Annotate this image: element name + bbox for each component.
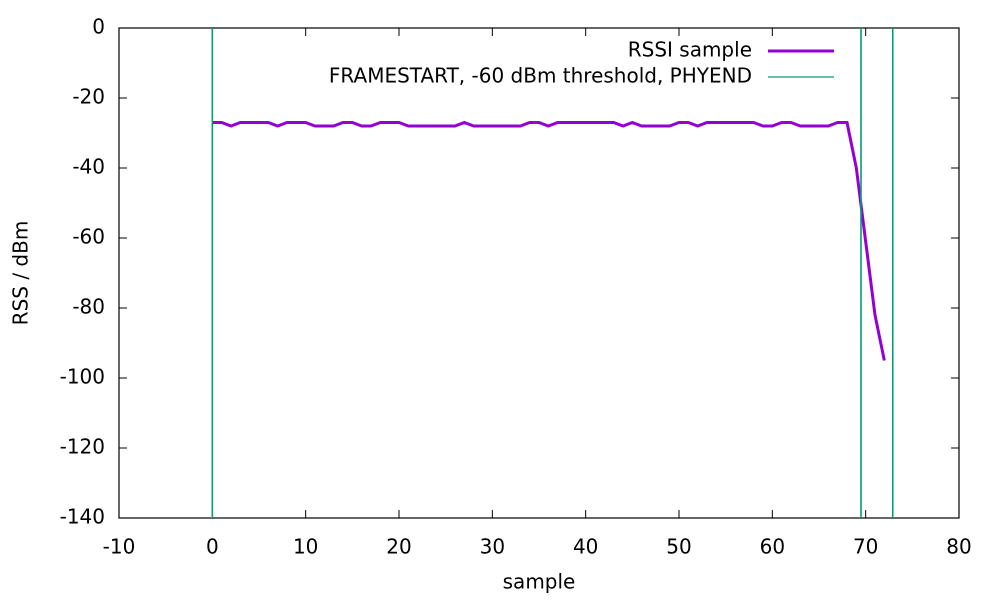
y-tick-label: -60 bbox=[72, 225, 105, 249]
legend-label: RSSI sample bbox=[628, 38, 752, 62]
plot-frame bbox=[118, 27, 960, 519]
x-tick-label: 10 bbox=[293, 535, 318, 559]
x-tick-label: 50 bbox=[666, 535, 691, 559]
y-tick-label: -140 bbox=[60, 505, 105, 529]
series-line bbox=[212, 120, 886, 361]
y-tick-label: -80 bbox=[72, 295, 105, 319]
x-tick-label: 80 bbox=[946, 535, 971, 559]
y-tick-label: -20 bbox=[72, 85, 105, 109]
x-tick-label: -10 bbox=[103, 535, 136, 559]
legend-label: FRAMESTART, -60 dBm threshold, PHYEND bbox=[329, 64, 752, 88]
x-tick-label: 0 bbox=[206, 535, 219, 559]
y-tick-label: 0 bbox=[92, 15, 105, 39]
x-tick-label: 30 bbox=[480, 535, 505, 559]
x-tick-label: 70 bbox=[853, 535, 878, 559]
y-tick-label: -120 bbox=[60, 435, 105, 459]
y-axis-label: RSS / dBm bbox=[9, 221, 33, 326]
x-axis-label: sample bbox=[503, 570, 576, 594]
x-tick-label: 40 bbox=[573, 535, 598, 559]
x-tick-label: 20 bbox=[386, 535, 411, 559]
y-tick-label: -100 bbox=[60, 365, 105, 389]
x-tick-label: 60 bbox=[760, 535, 785, 559]
y-tick-label: -40 bbox=[72, 155, 105, 179]
